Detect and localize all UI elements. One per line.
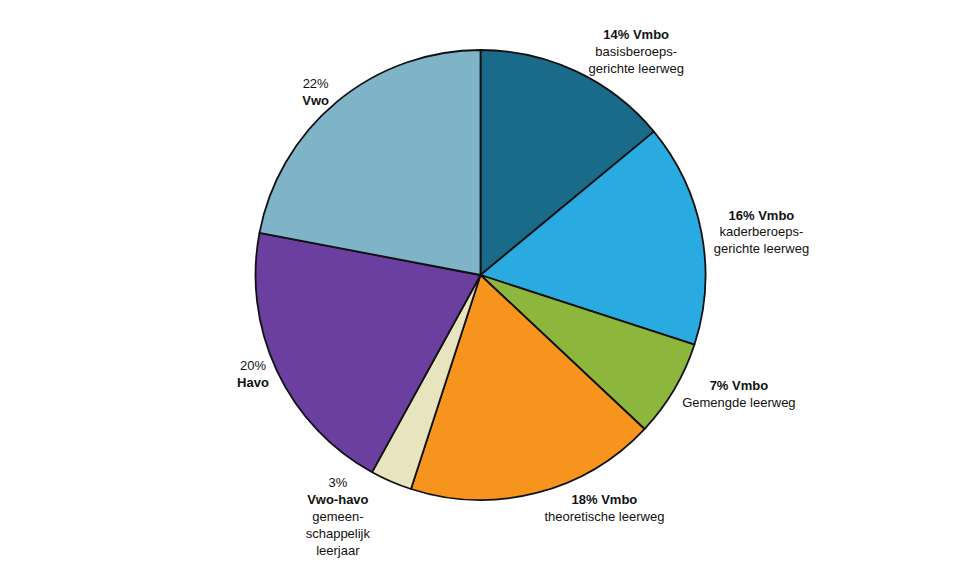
svg-text:3%Vwo-havogemeen-schappelijkle: 3%Vwo-havogemeen-schappelijkleerjaar xyxy=(306,475,371,558)
svg-text:16% Vmbokaderberoeps-gerichte: 16% Vmbokaderberoeps-gerichte leerweg xyxy=(714,208,809,257)
svg-text:7% VmboGemengde leerweg: 7% VmboGemengde leerweg xyxy=(682,378,795,410)
svg-text:22%Vwo: 22%Vwo xyxy=(302,76,329,108)
svg-text:20%Havo: 20%Havo xyxy=(237,358,269,390)
svg-text:18% Vmbotheoretische leerweg: 18% Vmbotheoretische leerweg xyxy=(544,492,664,524)
svg-text:14% Vmbobasisberoeps-gerichte: 14% Vmbobasisberoeps-gerichte leerweg xyxy=(589,27,684,76)
